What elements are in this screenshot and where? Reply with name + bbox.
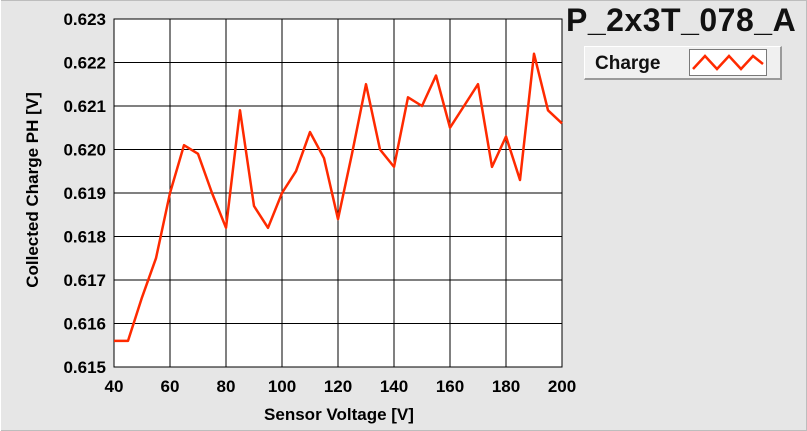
- y-tick-label: 0.621: [63, 97, 106, 116]
- x-tick-label: 140: [380, 377, 408, 396]
- x-tick-label: 100: [268, 377, 296, 396]
- y-tick-label: 0.622: [63, 54, 106, 73]
- y-tick-label: 0.618: [63, 228, 106, 247]
- y-tick-label: 0.620: [63, 141, 106, 160]
- x-axis-label: Sensor Voltage [V]: [264, 405, 414, 424]
- y-tick-label: 0.623: [63, 10, 106, 29]
- series-line-charge: [114, 52, 563, 343]
- x-tick-label: 120: [324, 377, 352, 396]
- zigzag-line-icon: [692, 54, 764, 71]
- frame-border-left: [0, 0, 1, 431]
- x-tick-label: 40: [105, 377, 124, 396]
- plot-legend[interactable]: Charge: [584, 46, 782, 80]
- x-tick-label: 80: [217, 377, 236, 396]
- frame-border-top: [0, 0, 807, 1]
- y-tick-label: 0.619: [63, 184, 106, 203]
- legend-swatch-charge[interactable]: [689, 49, 767, 76]
- legend-label-charge: Charge: [595, 53, 661, 74]
- graph-title: P_2x3T_078_A: [566, 2, 797, 38]
- x-tick-label: 160: [436, 377, 464, 396]
- y-tick-label: 0.615: [63, 358, 106, 377]
- x-tick-label: 180: [492, 377, 520, 396]
- x-tick-label: 60: [161, 377, 180, 396]
- y-tick-label: 0.617: [63, 271, 106, 290]
- y-tick-label: 0.616: [63, 315, 106, 334]
- y-axis-label: Collected Charge PH [V]: [23, 92, 42, 288]
- x-tick-label: 200: [548, 377, 576, 396]
